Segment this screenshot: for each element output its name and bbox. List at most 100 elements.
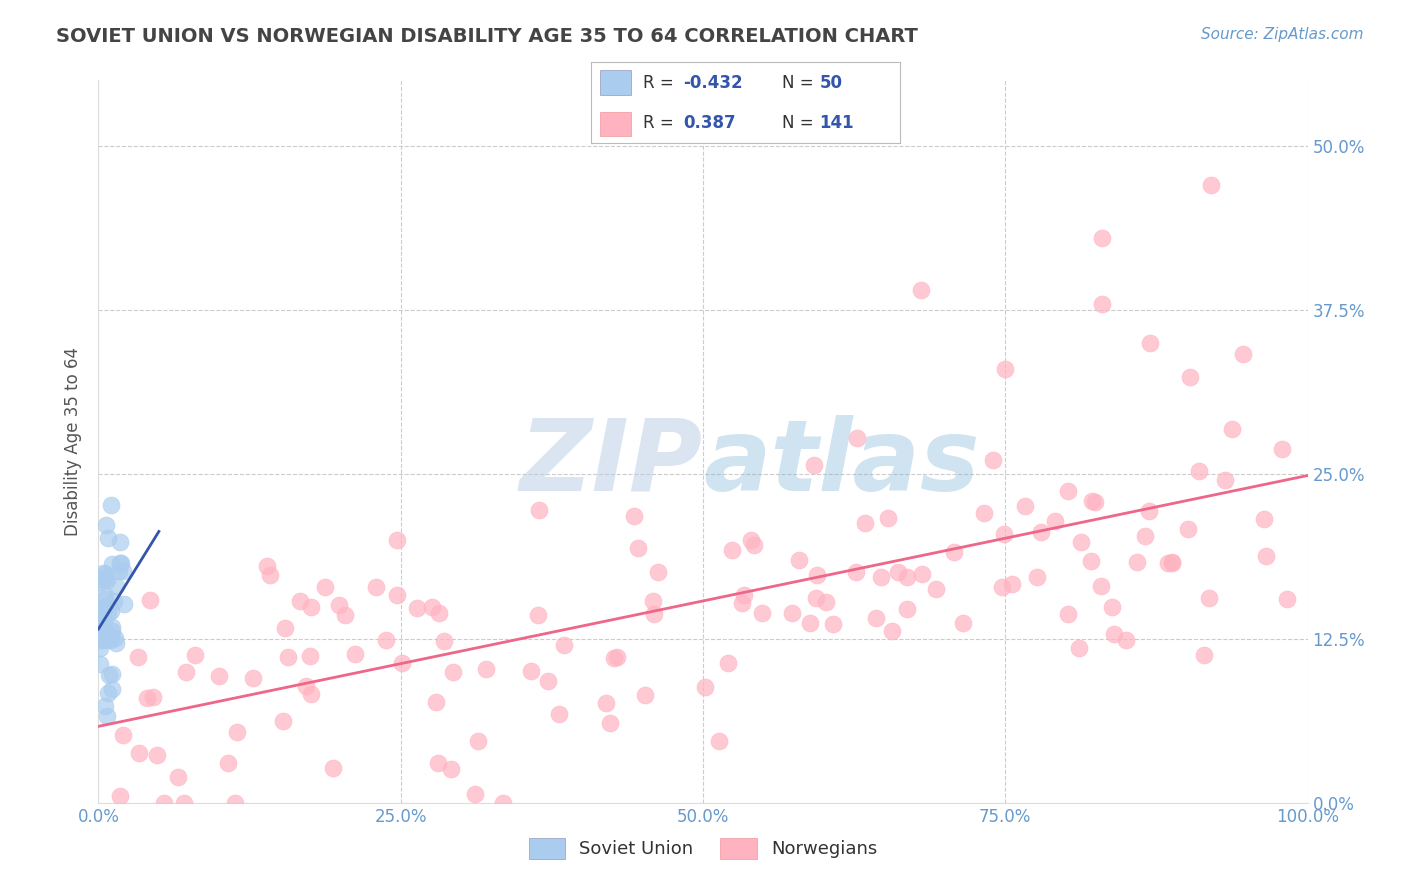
Norwegians (1067, 640, 1090, 655)
Norwegians (426, 756, 449, 770)
Soviet Union (100, 624, 122, 638)
Soviet Union (90, 572, 112, 586)
Norwegians (146, 748, 169, 763)
Norwegians (519, 664, 541, 678)
Soviet Union (91, 566, 114, 581)
Norwegians (626, 541, 648, 556)
Norwegians (853, 516, 876, 530)
Norwegians (208, 669, 231, 683)
Soviet Union (90, 632, 112, 647)
Norwegians (780, 606, 803, 620)
Soviet Union (101, 667, 124, 681)
Norwegians (406, 600, 429, 615)
Norwegians (184, 648, 207, 662)
Norwegians (299, 599, 322, 614)
Norwegians (1043, 514, 1066, 528)
Norwegians (440, 762, 463, 776)
Norwegians (787, 552, 810, 566)
Soviet Union (97, 606, 120, 620)
Norwegians (740, 533, 762, 547)
Norwegians (387, 588, 409, 602)
Soviet Union (97, 627, 120, 641)
Norwegians (1177, 522, 1199, 536)
Norwegians (1157, 557, 1180, 571)
Soviet Union (103, 594, 125, 608)
Norwegians (887, 566, 910, 580)
Norwegians (298, 649, 321, 664)
Soviet Union (94, 588, 117, 602)
Soviet Union (94, 698, 117, 713)
Text: R =: R = (643, 113, 679, 132)
Soviet Union (107, 564, 129, 578)
Norwegians (943, 545, 966, 559)
Soviet Union (98, 668, 121, 682)
Norwegians (1160, 556, 1182, 570)
Soviet Union (111, 564, 134, 578)
Norwegians (1199, 178, 1222, 193)
Soviet Union (91, 604, 114, 618)
Norwegians (1192, 648, 1215, 662)
Norwegians (1139, 336, 1161, 351)
Norwegians (865, 611, 887, 625)
Soviet Union (94, 599, 117, 614)
Norwegians (1271, 442, 1294, 456)
Bar (600, 70, 631, 95)
Norwegians (634, 688, 657, 702)
Text: Source: ZipAtlas.com: Source: ZipAtlas.com (1201, 27, 1364, 42)
Norwegians (427, 606, 450, 620)
Norwegians (1031, 524, 1053, 539)
Norwegians (1232, 346, 1254, 360)
Norwegians (1220, 422, 1243, 436)
Norwegians (845, 565, 868, 579)
Norwegians (623, 509, 645, 524)
Norwegians (294, 679, 316, 693)
Norwegians (647, 566, 669, 580)
Norwegians (602, 651, 624, 665)
Soviet Union (89, 641, 111, 656)
Norwegians (217, 756, 239, 770)
Norwegians (1213, 473, 1236, 487)
Soviet Union (112, 597, 135, 611)
Norwegians (537, 674, 560, 689)
Norwegians (721, 543, 744, 558)
Soviet Union (97, 532, 120, 546)
Soviet Union (96, 628, 118, 642)
Soviet Union (89, 610, 111, 624)
Norwegians (1101, 600, 1123, 615)
Soviet Union (91, 632, 114, 647)
Norwegians (806, 567, 828, 582)
Soviet Union (98, 628, 121, 642)
Norwegians (806, 591, 828, 605)
Norwegians (322, 761, 344, 775)
Norwegians (1026, 570, 1049, 584)
Norwegians (1001, 577, 1024, 591)
Norwegians (1091, 296, 1114, 310)
Norwegians (910, 284, 932, 298)
Text: R =: R = (643, 73, 679, 92)
Norwegians (973, 506, 995, 520)
Norwegians (1178, 369, 1201, 384)
Text: -0.432: -0.432 (683, 73, 742, 92)
Norwegians (880, 624, 903, 638)
Soviet Union (96, 518, 118, 533)
Norwegians (441, 665, 464, 679)
Norwegians (127, 650, 149, 665)
Soviet Union (93, 622, 115, 636)
Norwegians (1133, 528, 1156, 542)
Norwegians (814, 595, 837, 609)
Norwegians (475, 662, 498, 676)
Soviet Union (93, 628, 115, 642)
Soviet Union (93, 613, 115, 627)
Soviet Union (104, 579, 127, 593)
Soviet Union (90, 601, 112, 615)
Norwegians (1056, 483, 1078, 498)
Norwegians (845, 431, 868, 445)
Soviet Union (93, 592, 115, 607)
Norwegians (717, 656, 740, 670)
Norwegians (391, 656, 413, 670)
Norwegians (821, 617, 844, 632)
Norwegians (492, 796, 515, 810)
Norwegians (299, 687, 322, 701)
Norwegians (422, 599, 444, 614)
Norwegians (803, 458, 825, 473)
